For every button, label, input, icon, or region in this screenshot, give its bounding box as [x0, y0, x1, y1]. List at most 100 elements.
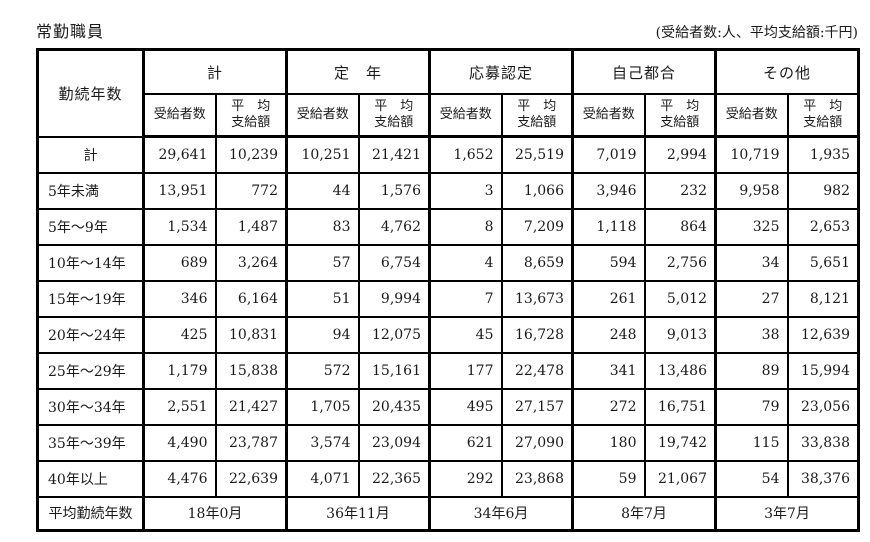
subheader-avg-amount: 平 均 支給額 — [215, 93, 288, 138]
sub-header-row: 受給者数 平 均 支給額 受給者数 平 均 支給額 受給者数 平 均 支給額 受… — [38, 93, 860, 138]
cell-value: 1,179 — [142, 351, 217, 390]
cell-value: 2,653 — [787, 207, 860, 246]
cell-value: 44 — [285, 171, 360, 210]
cell-value: 16,728 — [501, 315, 574, 354]
subheader-avg-amount: 平 均 支給額 — [644, 93, 717, 138]
cell-value: 8,121 — [787, 279, 860, 318]
subheader-avg-amount: 平 均 支給額 — [787, 93, 860, 138]
cell-value: 8,659 — [501, 243, 574, 282]
cell-value: 23,056 — [787, 387, 860, 426]
cell-value: 341 — [571, 351, 646, 390]
cell-value: 248 — [571, 315, 646, 354]
cell-value: 20,435 — [358, 387, 431, 426]
cell-value: 7 — [428, 279, 503, 318]
cell-value: 2,994 — [644, 135, 717, 174]
group-header-total: 計 — [142, 48, 288, 95]
cell-value: 29,641 — [142, 135, 217, 174]
cell-value: 33,838 — [787, 423, 860, 462]
cell-value: 57 — [285, 243, 360, 282]
row-label: 25年〜29年 — [36, 351, 145, 390]
cell-value: 1,935 — [787, 135, 860, 174]
cell-value: 16,751 — [644, 387, 717, 426]
cell-value: 23,787 — [215, 423, 288, 462]
row-label: 30年〜34年 — [36, 387, 145, 426]
cell-value: 177 — [428, 351, 503, 390]
page-header: 常勤職員 (受給者数:人、平均支給額:千円) — [36, 18, 858, 42]
cell-value: 1,534 — [142, 207, 217, 246]
cell-value: 594 — [571, 243, 646, 282]
cell-value: 23,094 — [358, 423, 431, 462]
subheader-recipients: 受給者数 — [428, 93, 503, 138]
cell-value: 1,652 — [428, 135, 503, 174]
cell-value: 864 — [644, 207, 717, 246]
cell-value: 2,551 — [142, 387, 217, 426]
group-header-mandatory-retirement: 定 年 — [285, 48, 431, 95]
group-header-row: 勤続年数 計 定 年 応募認定 自己都合 その他 — [36, 48, 860, 138]
cell-value: 1,705 — [285, 387, 360, 426]
cell-value: 94 — [285, 315, 360, 354]
cell-value: 772 — [215, 171, 288, 210]
cell-value: 5,012 — [644, 279, 717, 318]
cell-value: 13,673 — [501, 279, 574, 318]
subheader-recipients: 受給者数 — [571, 93, 646, 138]
cell-value: 21,427 — [215, 387, 288, 426]
subheader-recipients: 受給者数 — [142, 93, 217, 138]
cell-value: 21,067 — [644, 459, 717, 498]
cell-value: 23,868 — [501, 459, 574, 498]
cell-value: 19,742 — [644, 423, 717, 462]
cell-value: 325 — [714, 207, 789, 246]
table-row: 5年〜9年 1,534 1,487 83 4,762 8 7,209 1,118 864 325 2… — [36, 207, 860, 246]
corner-header: 勤続年数 — [36, 48, 145, 138]
row-label: 20年〜24年 — [36, 315, 145, 354]
cell-value: 3,574 — [285, 423, 360, 462]
cell-value: 51 — [285, 279, 360, 318]
cell-value: 621 — [428, 423, 503, 462]
table-row: 35年〜39年 4,490 23,787 3,574 23,094 621 27,090 18… — [36, 423, 860, 462]
cell-value: 45 — [428, 315, 503, 354]
table-row: 15年〜19年 346 6,164 51 9,994 7 13,673 261 5,012 27 8… — [36, 279, 860, 318]
cell-value: 272 — [571, 387, 646, 426]
cell-value: 3 — [428, 171, 503, 210]
table-row: 40年以上 4,476 22,639 4,071 22,365 292 23,868 59 21… — [36, 459, 860, 498]
cell-value: 54 — [714, 459, 789, 498]
cell-value: 83 — [285, 207, 360, 246]
table-row: 計 29,641 10,239 10,251 21,421 1,652 25,519 7,01… — [36, 135, 860, 174]
cell-value: 22,478 — [501, 351, 574, 390]
row-label: 15年〜19年 — [36, 279, 145, 318]
group-header-personal-reasons: 自己都合 — [571, 48, 717, 95]
subheader-avg-amount: 平 均 支給額 — [358, 93, 431, 138]
cell-value: 13,951 — [142, 171, 217, 210]
table-row: 25年〜29年 1,179 15,838 572 15,161 177 22,478 341 1… — [36, 351, 860, 390]
row-label: 計 — [36, 135, 145, 174]
cell-value: 27 — [714, 279, 789, 318]
cell-value: 9,994 — [358, 279, 431, 318]
cell-value: 7,209 — [501, 207, 574, 246]
cell-value: 10,719 — [714, 135, 789, 174]
table-row: 5年未満 13,951 772 44 1,576 3 1,066 3,946 232 9,958 9… — [36, 171, 860, 210]
cell-value: 12,639 — [787, 315, 860, 354]
cell-value: 1,118 — [571, 207, 646, 246]
cell-value: 9,013 — [644, 315, 717, 354]
cell-value: 3,946 — [571, 171, 646, 210]
footer-value-total: 18年0月 — [142, 495, 288, 531]
cell-value: 7,019 — [571, 135, 646, 174]
units-note: (受給者数:人、平均支給額:千円) — [655, 25, 858, 41]
cell-value: 25,519 — [501, 135, 574, 174]
subheader-recipients: 受給者数 — [285, 93, 360, 138]
cell-value: 346 — [142, 279, 217, 318]
cell-value: 6,164 — [215, 279, 288, 318]
cell-value: 689 — [142, 243, 217, 282]
cell-value: 89 — [714, 351, 789, 390]
retirement-allowance-table: 勤続年数 計 定 年 応募認定 自己都合 その他 受給者数 平 均 支給額 受給… — [36, 48, 860, 532]
cell-value: 8 — [428, 207, 503, 246]
cell-value: 15,994 — [787, 351, 860, 390]
cell-value: 2,756 — [644, 243, 717, 282]
footer-value-application-certified: 34年6月 — [428, 495, 574, 531]
cell-value: 1,576 — [358, 171, 431, 210]
cell-value: 15,838 — [215, 351, 288, 390]
cell-value: 38,376 — [787, 459, 860, 498]
cell-value: 425 — [142, 315, 217, 354]
table-row: 30年〜34年 2,551 21,427 1,705 20,435 495 27,157 27… — [36, 387, 860, 426]
cell-value: 292 — [428, 459, 503, 498]
